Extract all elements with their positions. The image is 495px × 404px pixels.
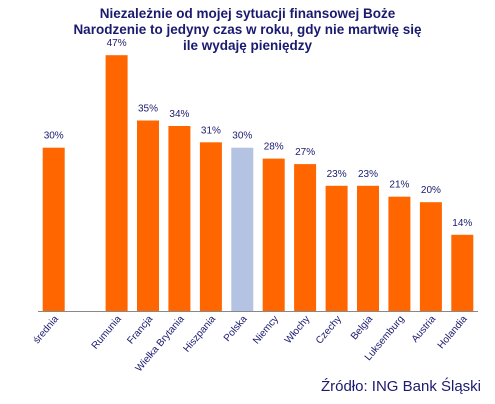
category-label-3: Francja — [125, 314, 155, 347]
value-label-4: 34% — [169, 109, 189, 120]
chart-title-line-1: Niezależnie od mojej sytuacji finansowej… — [99, 6, 396, 21]
bar-6 — [231, 147, 254, 311]
value-label-12: 20% — [421, 185, 441, 196]
bar-7 — [262, 158, 285, 311]
value-label-2: 47% — [107, 38, 127, 49]
bar-4 — [168, 126, 191, 311]
value-label-10: 23% — [358, 169, 378, 180]
bar-9 — [325, 185, 348, 311]
source-note: Źródło: ING Bank Śląski — [320, 378, 481, 395]
value-label-13: 14% — [452, 218, 472, 229]
category-label-6: Polska — [222, 314, 250, 344]
category-label-10: Belgia — [349, 314, 376, 343]
category-label-8: Włochy — [283, 314, 313, 346]
category-label-2: Rumunia — [90, 314, 124, 352]
bar-13 — [451, 234, 474, 311]
bar-2 — [105, 55, 128, 312]
bar-12 — [419, 202, 442, 311]
category-label-5: Hiszpania — [182, 314, 219, 355]
category-label-12: Austria — [410, 314, 439, 345]
category-label-9: Czechy — [314, 314, 344, 347]
value-label-11: 21% — [389, 180, 409, 191]
bar-5 — [199, 142, 222, 311]
value-label-0: 30% — [44, 131, 64, 142]
chart-title: Niezależnie od mojej sytuacji finansowej… — [0, 6, 495, 54]
category-label-7: Niemcy — [251, 314, 281, 347]
bar-11 — [388, 196, 411, 311]
category-label-13: Holandia — [436, 314, 470, 352]
bar-10 — [357, 185, 379, 311]
value-label-9: 23% — [327, 169, 347, 180]
value-label-6: 30% — [232, 131, 252, 142]
value-label-8: 27% — [295, 147, 315, 158]
chart-title-line-3: ile wydaję pieniędzy — [182, 38, 313, 53]
chart-title-line-2: Narodzenie to jedyny czas w roku, gdy ni… — [73, 22, 422, 37]
category-label-0: średnia — [31, 314, 61, 347]
value-label-7: 28% — [264, 142, 284, 153]
value-label-5: 31% — [201, 125, 221, 136]
bar-3 — [137, 120, 159, 311]
value-label-3: 35% — [138, 104, 158, 115]
bar-8 — [294, 164, 317, 311]
bar-0 — [42, 147, 65, 311]
